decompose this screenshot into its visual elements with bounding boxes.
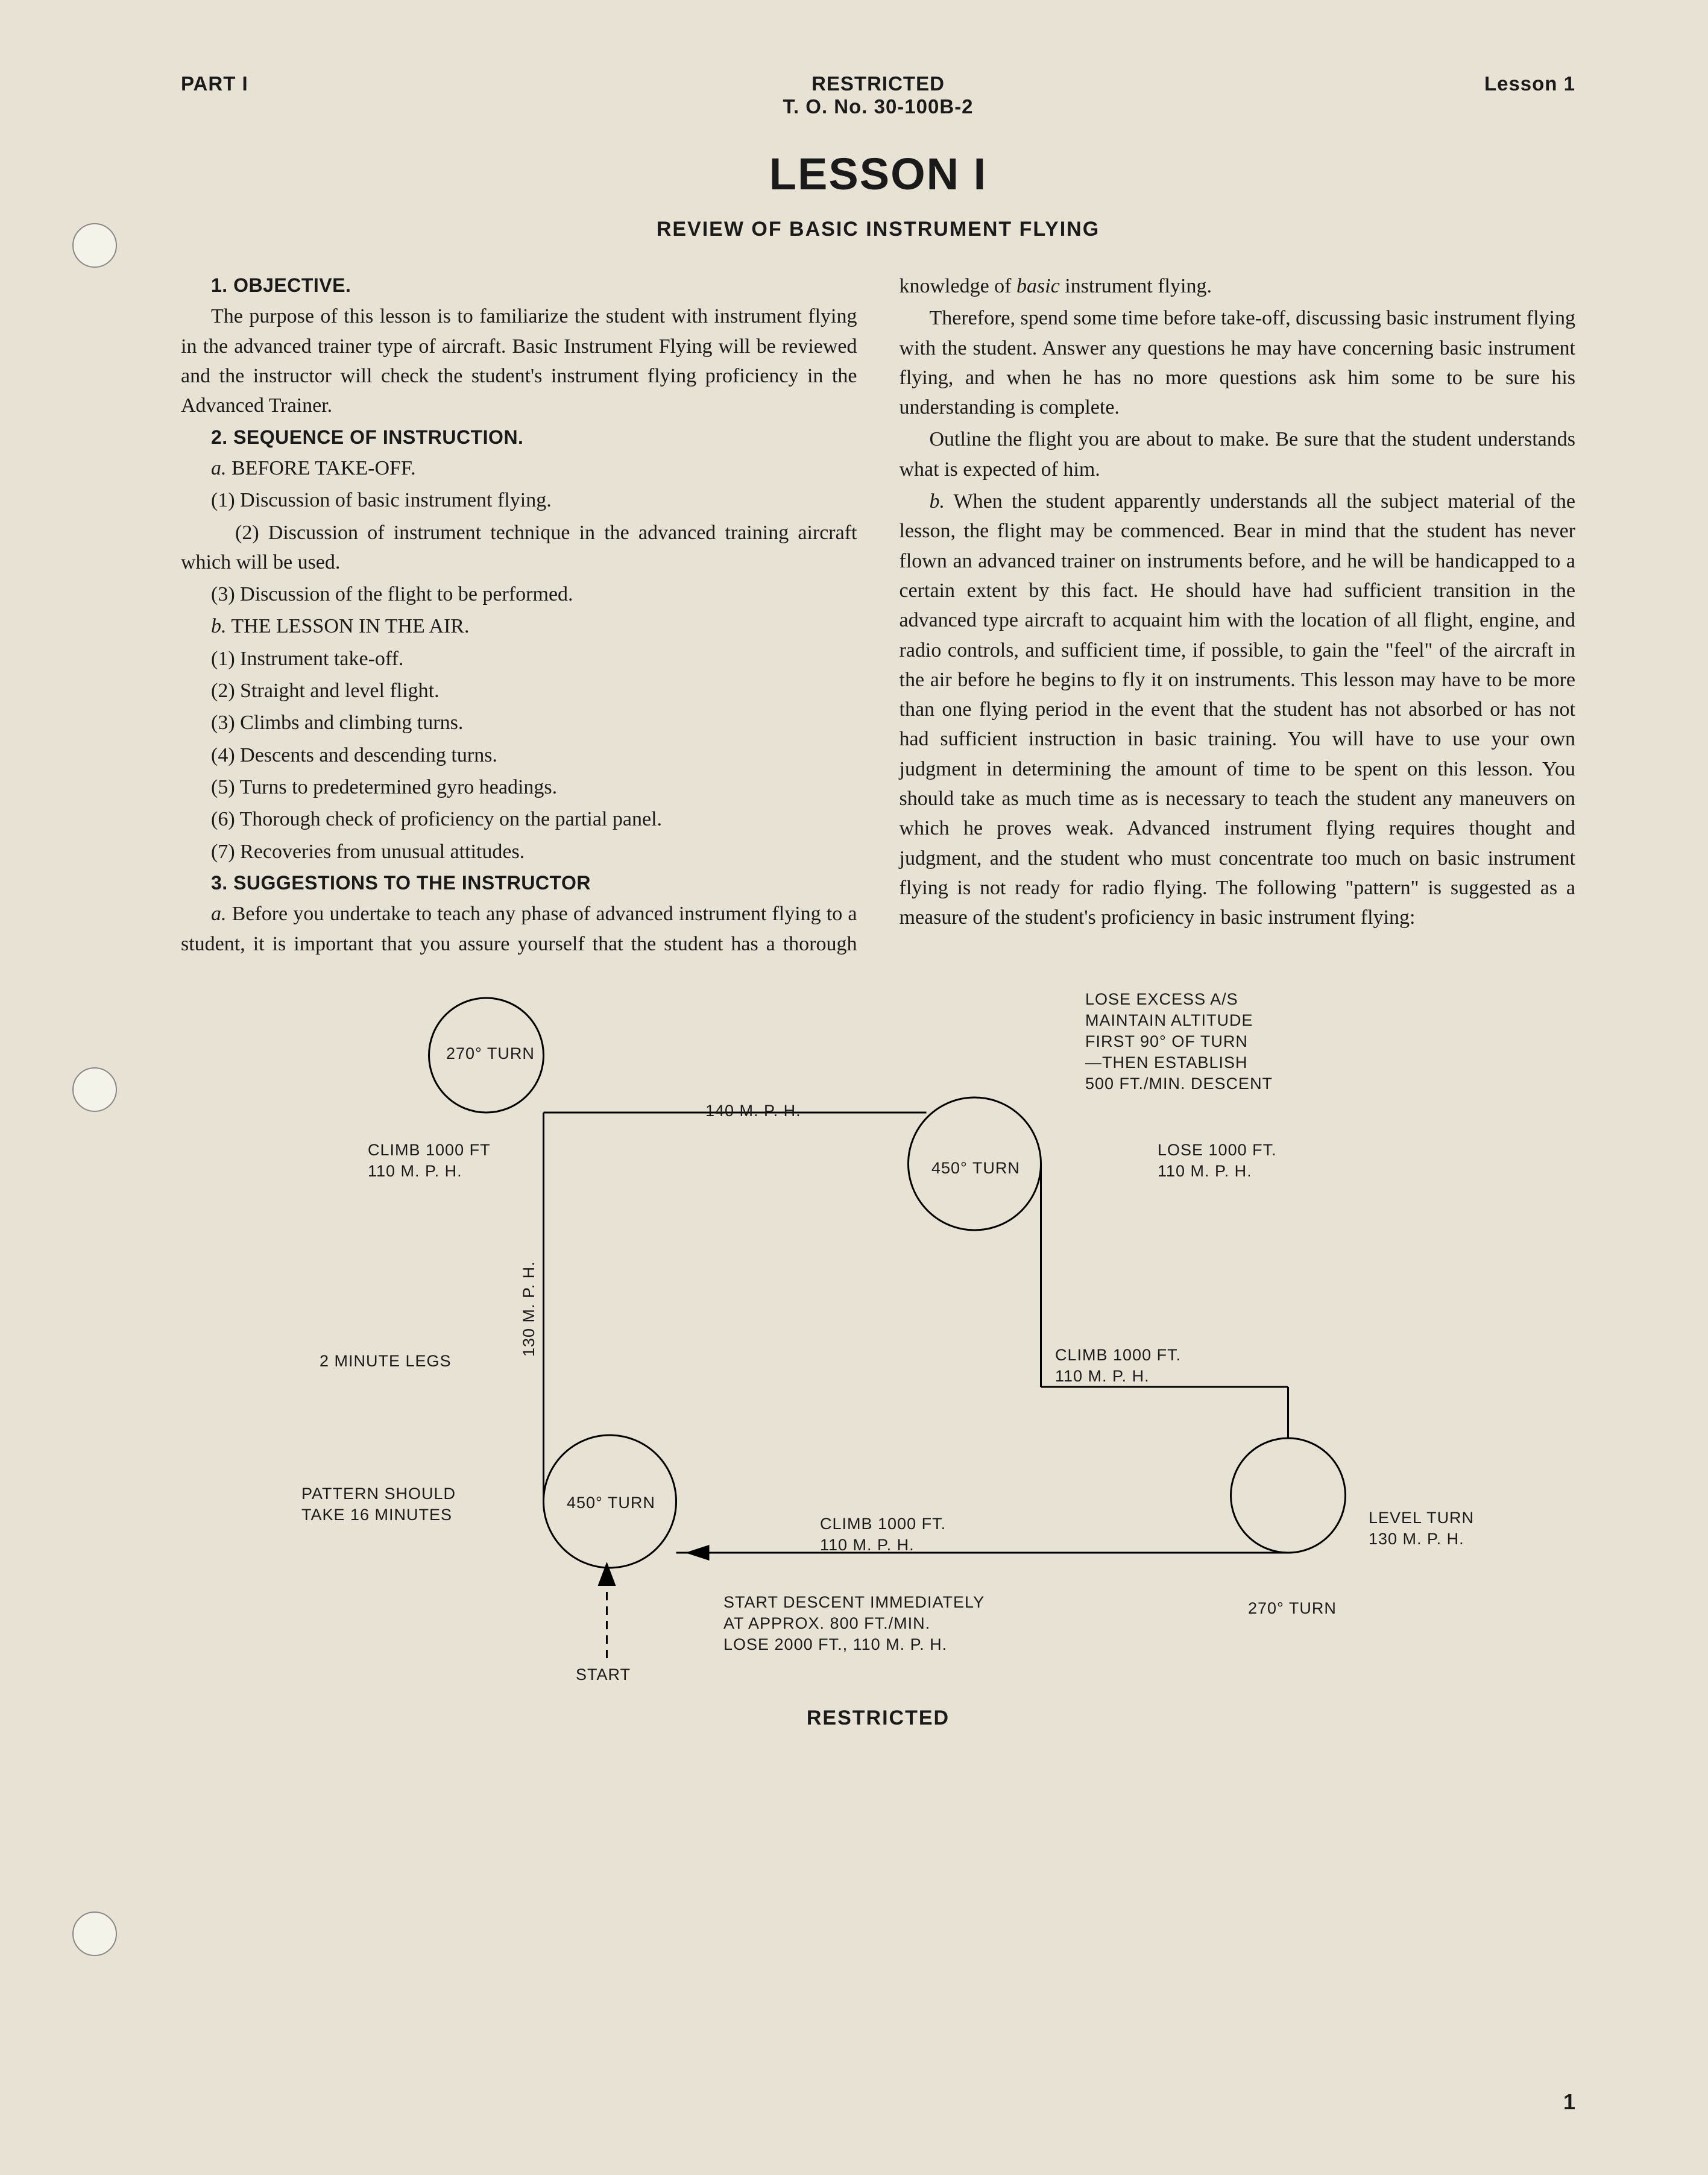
s2b-head-text: THE LESSON IN THE AIR. [231,615,469,637]
label-450-turn-mid: 450° TURN [931,1158,1020,1179]
label-climb-1000-mid: CLIMB 1000 FT. 110 M. P. H. [1055,1345,1181,1387]
s2a-item-1: (1) Discussion of basic instrument flyin… [181,485,857,515]
lesson-subtitle: REVIEW OF BASIC INSTRUMENT FLYING [181,218,1575,241]
col2-p1: Therefore, spend some time before take-o… [900,303,1576,422]
s2b-item-5: (5) Turns to predetermined gyro headings… [181,772,857,802]
s2b-item-4: (4) Descents and descending turns. [181,740,857,770]
section-1-head: 1. OBJECTIVE. [181,271,857,299]
label-lose-excess: LOSE EXCESS A/S MAINTAIN ALTITUDE FIRST … [1085,989,1273,1094]
s2b-item-6: (6) Thorough check of proficiency on the… [181,804,857,834]
label-start-descent: START DESCENT IMMEDIATELY AT APPROX. 800… [723,1592,985,1655]
header-to-number: T. O. No. 30-100B-2 [362,95,1394,118]
body-columns: 1. OBJECTIVE. The purpose of this lesson… [181,271,1575,959]
label-level-turn: LEVEL TURN 130 M. P. H. [1369,1507,1474,1550]
col2-p3: b. When the student apparently understan… [900,487,1576,932]
section-2-head: 2. SEQUENCE OF INSTRUCTION. [181,423,857,451]
page-header: PART I RESTRICTED T. O. No. 30-100B-2 Le… [181,72,1575,118]
label-270-turn-top: 270° TURN [446,1043,535,1064]
binding-hole [72,223,117,268]
col2-p2: Outline the flight you are about to make… [900,425,1576,484]
label-270-turn-bot: 270° TURN [1248,1598,1337,1619]
s2b-item-3: (3) Climbs and climbing turns. [181,708,857,737]
flight-pattern-diagram: 270° TURN CLIMB 1000 FT 110 M. P. H. 140… [181,983,1575,1688]
binding-hole [72,1911,117,1956]
header-center: RESTRICTED T. O. No. 30-100B-2 [362,72,1394,118]
s2a-item-2: (2) Discussion of instrument technique i… [181,518,857,578]
header-lesson: Lesson 1 [1394,72,1575,118]
s2a-item-3: (3) Discussion of the flight to be perfo… [181,579,857,609]
lesson-title: LESSON I [181,148,1575,200]
page-number: 1 [1563,2089,1575,2115]
label-pattern-time: PATTERN SHOULD TAKE 16 MINUTES [301,1483,456,1526]
label-130mph-vert: 130 M. P. H. [518,1261,540,1357]
section-1-p1: The purpose of this lesson is to familia… [181,301,857,420]
section-2b-head: b. THE LESSON IN THE AIR. [181,611,857,641]
section-3-head: 3. SUGGESTIONS TO THE INSTRUCTOR [181,869,857,897]
s2a-head-text: BEFORE TAKE-OFF. [232,457,416,479]
label-climb-1000-left: CLIMB 1000 FT 110 M. P. H. [368,1140,491,1182]
header-part: PART I [181,72,362,118]
binding-hole [72,1067,117,1112]
s2b-item-7: (7) Recoveries from unusual attitudes. [181,837,857,867]
label-start: START [576,1664,631,1685]
header-restricted: RESTRICTED [362,72,1394,95]
footer-restricted: RESTRICTED [181,1706,1575,1730]
label-2min-legs: 2 MINUTE LEGS [320,1351,452,1372]
document-page: PART I RESTRICTED T. O. No. 30-100B-2 Le… [0,0,1708,2175]
diagram-svg [181,983,1575,1688]
label-lose-1000-right: LOSE 1000 FT. 110 M. P. H. [1158,1140,1277,1182]
s2b-item-1: (1) Instrument take-off. [181,644,857,674]
label-450-turn-bot: 450° TURN [567,1492,655,1514]
label-140mph: 140 M. P. H. [705,1100,801,1122]
section-2a-head: a. BEFORE TAKE-OFF. [181,453,857,483]
label-climb-1000-bot: CLIMB 1000 FT. 110 M. P. H. [820,1514,946,1556]
s2b-item-2: (2) Straight and level flight. [181,676,857,706]
